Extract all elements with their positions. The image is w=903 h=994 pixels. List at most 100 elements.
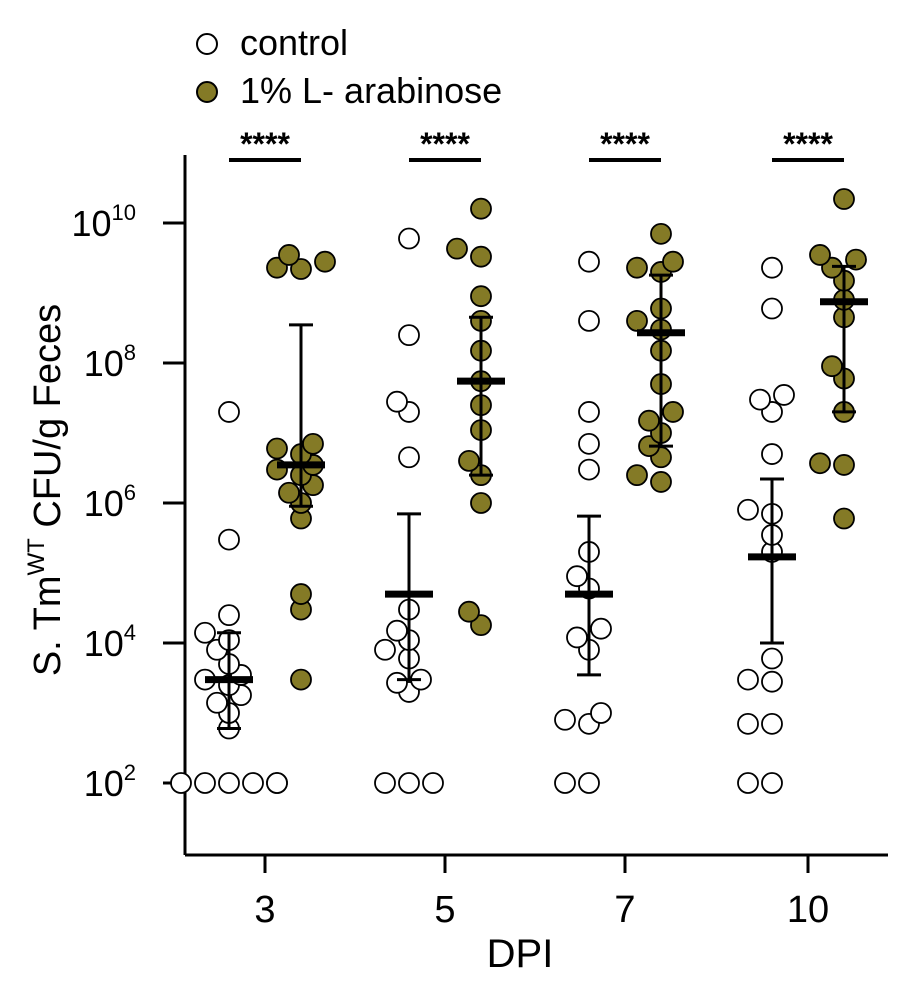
arabinose-point (470, 492, 492, 514)
arabinose-point (278, 244, 300, 266)
control-point (398, 324, 420, 347)
control-point (761, 670, 783, 693)
control-point (398, 772, 420, 794)
arabinose-point (833, 454, 855, 476)
arabinose-point (833, 507, 855, 530)
arabinose-point (458, 600, 480, 623)
control-point (206, 691, 228, 714)
significance-label: **** (600, 126, 650, 162)
legend-marker-arabinose (196, 81, 218, 103)
arabinose-point (470, 614, 492, 637)
arabinose-point (470, 285, 492, 308)
arabinose-point (638, 409, 660, 432)
y-axis-label: S. TmWT CFU/g Feces (23, 304, 69, 676)
arabinose-point (290, 583, 312, 605)
control-point (761, 256, 783, 279)
control-point (218, 401, 240, 423)
control-point (773, 384, 795, 406)
control-point (578, 458, 600, 481)
arabinose-point (314, 250, 336, 273)
control-point (761, 443, 783, 465)
control-point (737, 712, 759, 735)
x-tick-label: 7 (614, 889, 635, 931)
arabinose-point (266, 437, 288, 460)
axes: 102 104 106 108 1010 3 **** 5 **** 7 **** 10 **** (71, 126, 888, 931)
arabinose-point (470, 197, 492, 220)
control-point (737, 498, 759, 521)
x-tick-label: 3 (254, 889, 275, 931)
data-marks (170, 188, 868, 794)
control-point (218, 528, 240, 551)
arabinose-point (833, 188, 855, 210)
control-point (737, 772, 759, 794)
legend: control 1% L- arabinose (196, 22, 502, 111)
control-point (218, 604, 240, 627)
control-point (761, 712, 783, 735)
arabinose-point (290, 668, 312, 691)
legend-label-control: control (240, 22, 348, 63)
legend-label-arabinose: 1% L- arabinose (240, 70, 502, 111)
control-point (398, 446, 420, 469)
arabinose-point (809, 244, 831, 266)
y-tick-label: 108 (84, 340, 136, 384)
arabinose-point (809, 452, 831, 475)
y-axis-label-main: S. Tm (27, 576, 69, 677)
control-point (242, 772, 264, 794)
y-tick-label: 102 (84, 760, 136, 804)
control-point (386, 671, 408, 694)
control-point (554, 708, 576, 731)
arabinose-point (278, 481, 300, 504)
control-point (374, 638, 396, 661)
arabinose-point (821, 355, 843, 378)
control-point (566, 626, 588, 649)
control-point (761, 647, 783, 670)
control-point (578, 401, 600, 423)
control-point (761, 297, 783, 320)
x-tick-label: 10 (787, 889, 829, 931)
arabinose-point (626, 309, 648, 332)
arabinose-point (302, 432, 324, 455)
control-point (386, 390, 408, 413)
control-point (566, 565, 588, 588)
y-tick-label: 106 (84, 480, 136, 524)
legend-marker-control (196, 33, 218, 55)
control-point (422, 772, 444, 794)
y-tick-label: 1010 (71, 200, 136, 244)
y-tick-label: 104 (84, 620, 136, 664)
control-point (590, 702, 612, 724)
arabinose-point (845, 248, 867, 271)
control-point (737, 668, 759, 691)
control-point (761, 772, 783, 794)
control-point (578, 772, 600, 794)
x-axis-label: DPI (487, 932, 554, 976)
y-axis-label-superscript: WT (23, 538, 50, 576)
arabinose-point (662, 401, 684, 423)
arabinose-point (458, 449, 480, 472)
significance-label: **** (240, 126, 290, 162)
y-axis-label-rest: CFU/g Feces (27, 304, 69, 538)
arabinose-point (662, 250, 684, 273)
significance-label: **** (783, 126, 833, 162)
control-point (218, 772, 240, 794)
control-point (266, 772, 288, 794)
control-point (578, 250, 600, 273)
arabinose-point (290, 258, 312, 280)
control-point (578, 432, 600, 455)
control-point (194, 621, 216, 644)
arabinose-point (650, 222, 672, 245)
control-point (170, 772, 192, 794)
arabinose-point (650, 471, 672, 493)
significance-label: **** (420, 126, 470, 162)
control-point (749, 388, 771, 411)
control-point (194, 772, 216, 794)
arabinose-point (626, 464, 648, 487)
arabinose-point (626, 256, 648, 279)
control-point (554, 772, 576, 794)
arabinose-point (470, 245, 492, 268)
arabinose-point (446, 237, 468, 260)
control-point (590, 617, 612, 640)
x-tick-label: 5 (434, 889, 455, 931)
control-point (578, 309, 600, 332)
control-point (374, 772, 396, 794)
